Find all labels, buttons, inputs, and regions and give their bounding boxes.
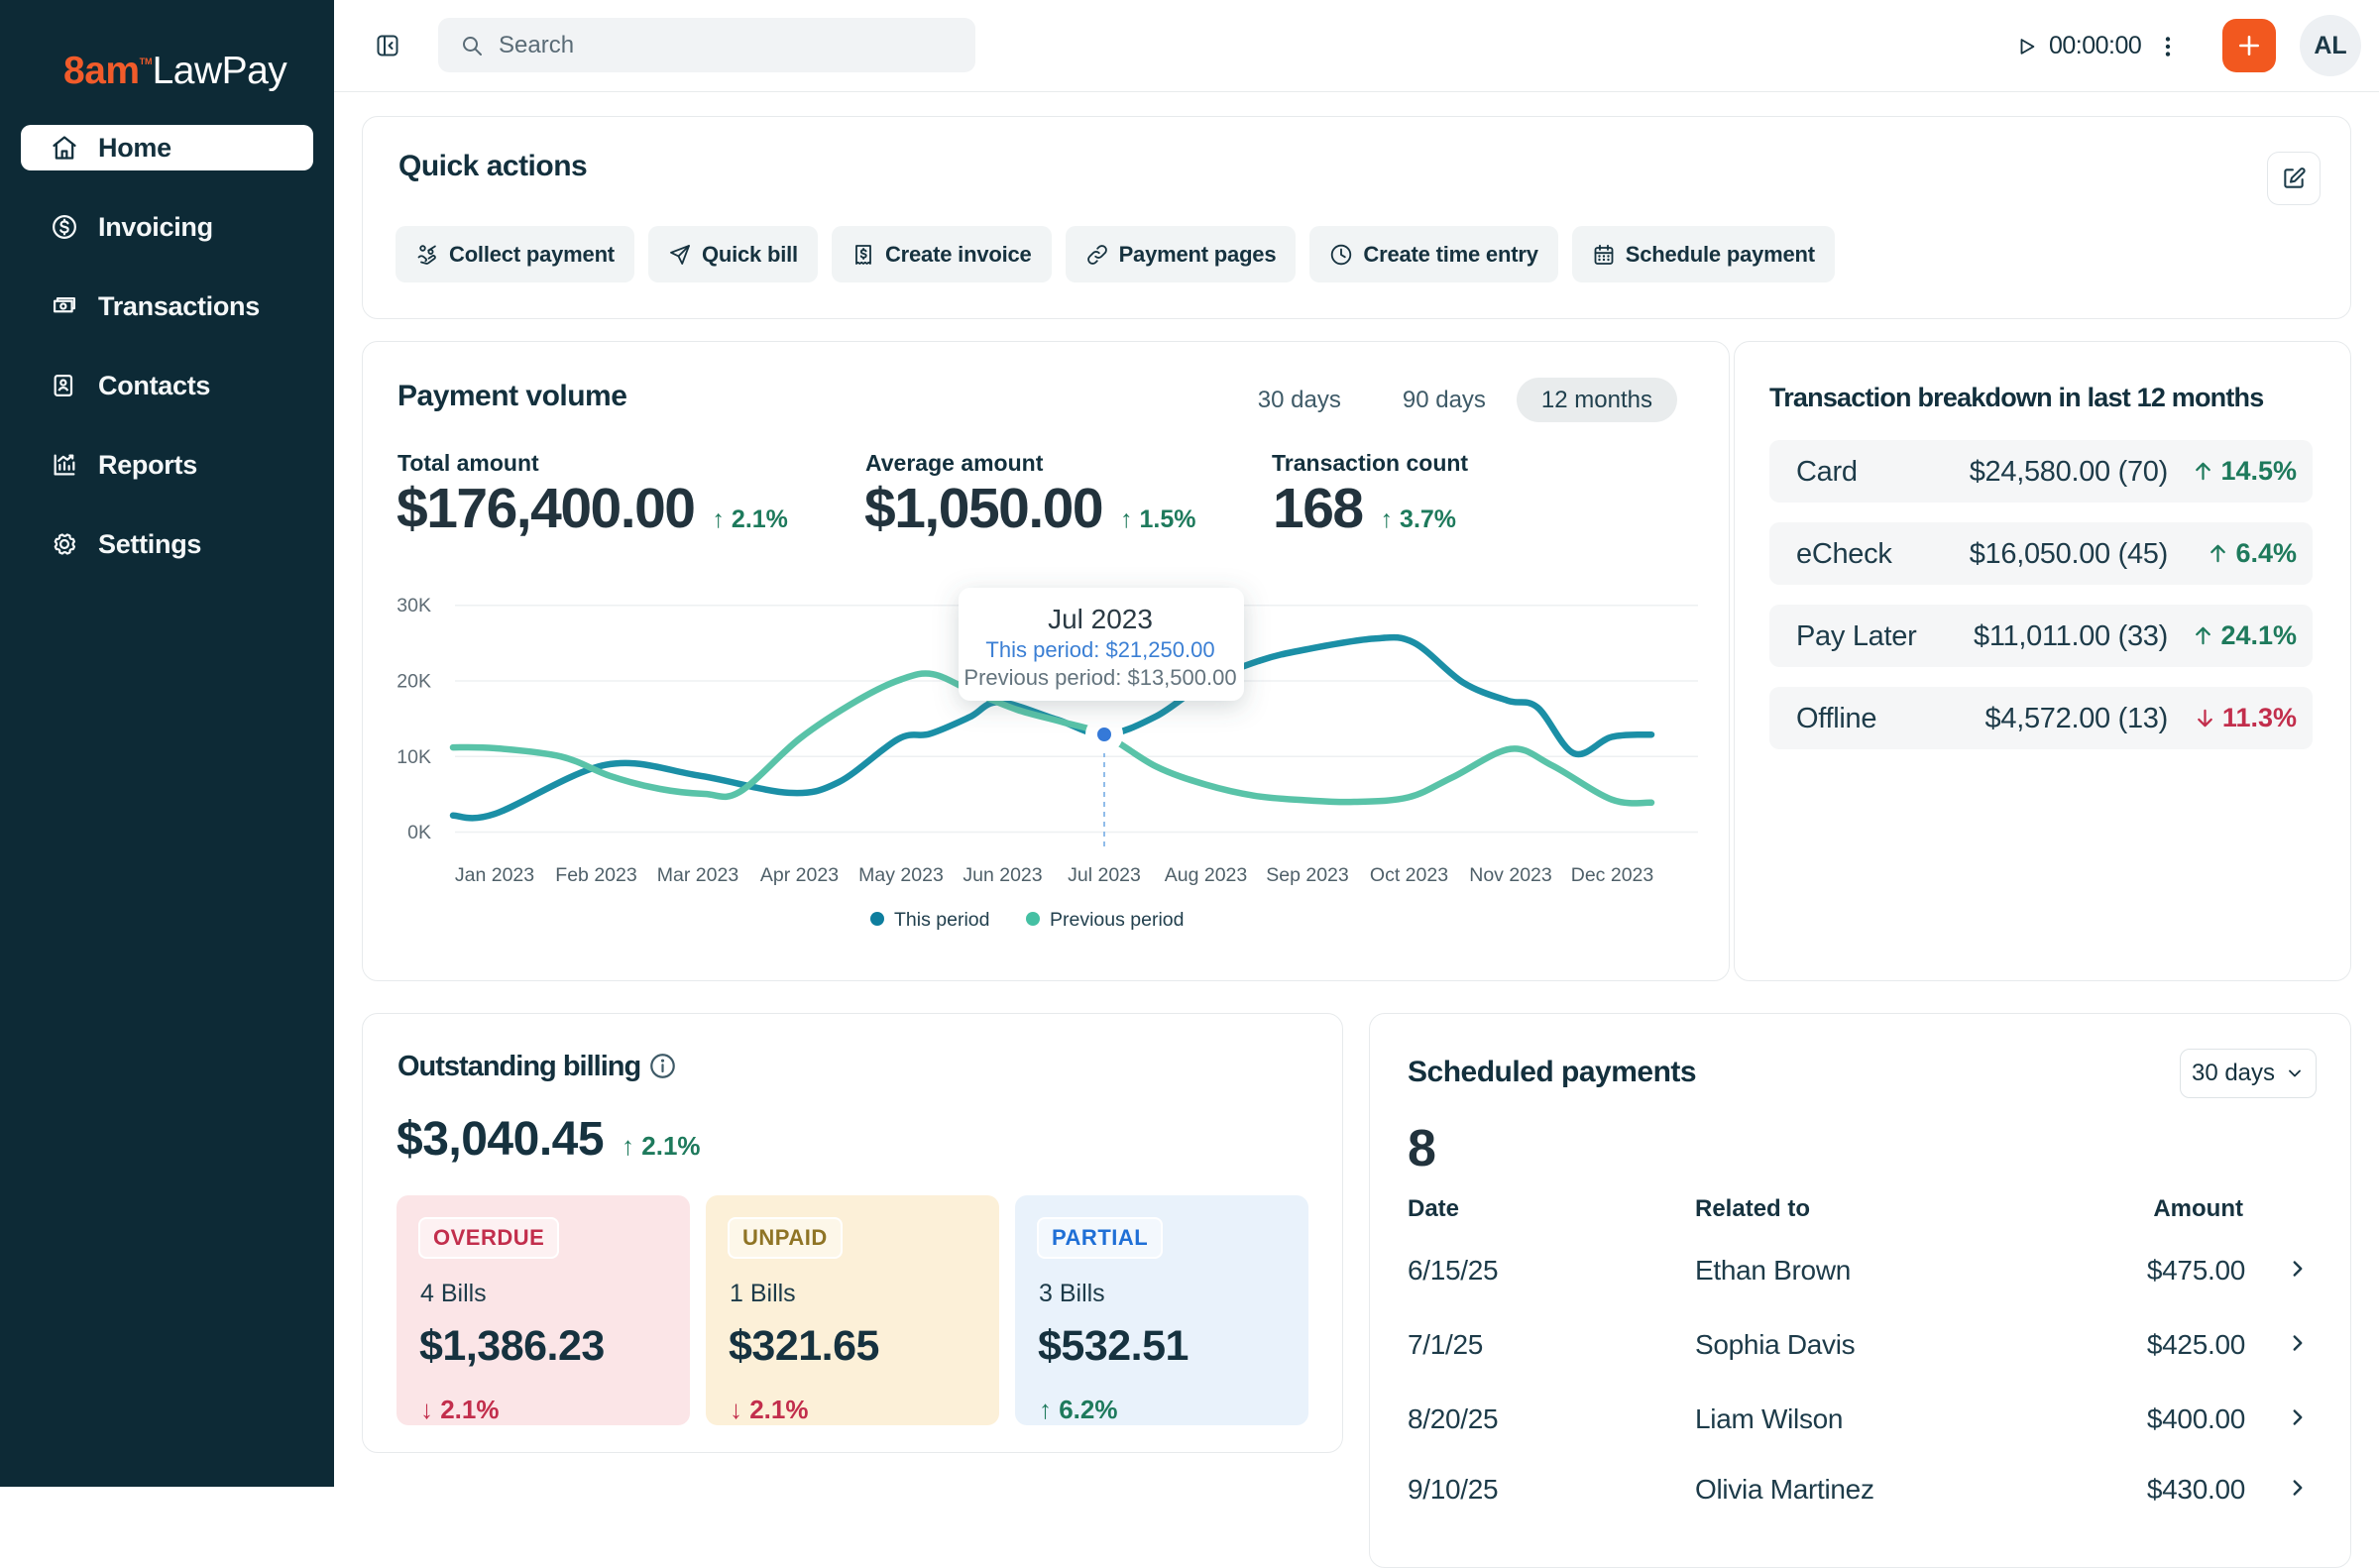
svg-text:Dec 2023: Dec 2023 <box>1571 864 1653 886</box>
svg-text:This period: This period <box>894 909 989 931</box>
svg-text:Aug 2023: Aug 2023 <box>1165 864 1248 886</box>
svg-text:Jan 2023: Jan 2023 <box>455 864 534 886</box>
svg-text:30K: 30K <box>396 595 431 616</box>
svg-text:0K: 0K <box>407 822 431 843</box>
svg-text:Feb 2023: Feb 2023 <box>555 864 636 886</box>
svg-text:Nov 2023: Nov 2023 <box>1469 864 1551 886</box>
svg-text:This period: $21,250.00: This period: $21,250.00 <box>985 637 1214 662</box>
svg-text:10K: 10K <box>396 746 431 768</box>
svg-text:Apr 2023: Apr 2023 <box>760 864 839 886</box>
svg-text:Previous period: Previous period <box>1050 909 1185 931</box>
svg-text:20K: 20K <box>396 671 431 693</box>
svg-text:Mar 2023: Mar 2023 <box>657 864 738 886</box>
svg-text:May 2023: May 2023 <box>858 864 944 886</box>
svg-text:Jul 2023: Jul 2023 <box>1048 604 1153 634</box>
svg-text:Previous period: $13,500.00: Previous period: $13,500.00 <box>963 665 1236 690</box>
svg-text:Oct 2023: Oct 2023 <box>1370 864 1448 886</box>
svg-text:Jun 2023: Jun 2023 <box>963 864 1042 886</box>
svg-text:Sep 2023: Sep 2023 <box>1266 864 1349 886</box>
svg-text:Jul 2023: Jul 2023 <box>1068 864 1141 886</box>
